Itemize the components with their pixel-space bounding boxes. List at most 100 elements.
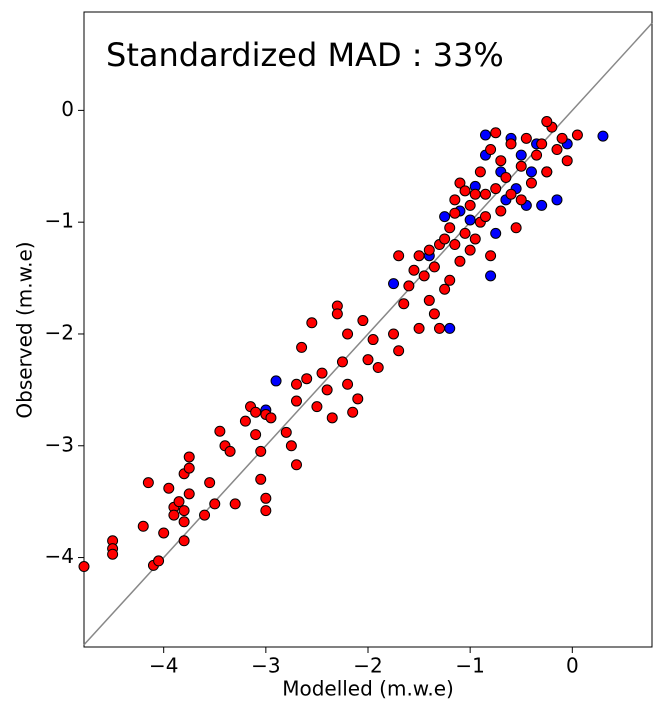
data-point xyxy=(561,155,573,167)
data-point xyxy=(142,477,154,489)
data-point xyxy=(388,278,400,290)
data-point xyxy=(469,188,481,200)
data-point xyxy=(495,155,507,167)
data-point xyxy=(515,160,527,172)
x-tick-label: 0 xyxy=(566,654,579,678)
data-point xyxy=(158,527,170,539)
x-tick-label: −2 xyxy=(353,654,382,678)
data-point xyxy=(423,244,435,256)
data-point xyxy=(439,211,451,223)
data-point xyxy=(464,214,476,226)
data-point xyxy=(541,166,553,178)
data-point xyxy=(495,205,507,217)
y-tick-label: −4 xyxy=(45,544,74,568)
data-point xyxy=(444,322,456,334)
data-point xyxy=(505,188,517,200)
data-point xyxy=(464,244,476,256)
data-point xyxy=(444,274,456,286)
data-point xyxy=(306,317,318,329)
data-point xyxy=(490,183,502,195)
data-point xyxy=(280,426,292,438)
data-point xyxy=(479,188,491,200)
data-point xyxy=(525,166,537,178)
data-point xyxy=(224,445,236,457)
data-point xyxy=(326,412,338,424)
data-point xyxy=(541,116,553,128)
data-point xyxy=(163,482,175,494)
data-point xyxy=(229,498,241,510)
data-point xyxy=(515,149,527,161)
data-point xyxy=(464,199,476,211)
data-point xyxy=(490,227,502,239)
data-point xyxy=(531,149,543,161)
data-point xyxy=(290,378,302,390)
data-point xyxy=(270,375,282,387)
data-point xyxy=(290,459,302,471)
data-point xyxy=(408,264,420,276)
data-point xyxy=(556,132,568,144)
data-point xyxy=(444,222,456,234)
data-point xyxy=(316,367,328,379)
x-tick-label: −3 xyxy=(251,654,280,678)
data-point xyxy=(336,356,348,368)
data-point xyxy=(485,270,497,282)
data-point xyxy=(505,138,517,150)
data-point xyxy=(536,138,548,150)
data-point xyxy=(168,509,180,521)
data-point xyxy=(439,283,451,295)
data-point xyxy=(362,354,374,366)
data-point xyxy=(474,166,486,178)
data-point xyxy=(551,144,563,156)
data-point xyxy=(78,561,90,573)
x-tick-label: −4 xyxy=(149,654,178,678)
y-tick-label: −1 xyxy=(45,209,74,233)
data-point xyxy=(500,171,512,183)
data-point xyxy=(214,425,226,437)
data-point xyxy=(413,250,425,262)
data-point xyxy=(428,308,440,320)
data-point xyxy=(321,384,333,396)
data-point xyxy=(260,492,272,504)
identity-line xyxy=(83,22,653,646)
data-point xyxy=(255,445,267,457)
data-point xyxy=(413,322,425,334)
data-point xyxy=(183,451,195,463)
data-point xyxy=(388,328,400,340)
data-point xyxy=(153,555,165,567)
data-point xyxy=(250,429,262,441)
data-point xyxy=(183,488,195,500)
data-point xyxy=(331,308,343,320)
data-point xyxy=(209,498,221,510)
data-point xyxy=(428,261,440,273)
data-point xyxy=(449,194,461,206)
data-point xyxy=(107,548,119,560)
data-point xyxy=(265,412,277,424)
y-axis-label: Observed (m.w.e) xyxy=(13,241,37,418)
data-point xyxy=(342,378,354,390)
data-point xyxy=(459,227,471,239)
data-point xyxy=(439,233,451,245)
data-point xyxy=(137,520,149,532)
data-point xyxy=(342,328,354,340)
data-point xyxy=(357,315,369,327)
data-point xyxy=(285,440,297,452)
data-point xyxy=(352,393,364,405)
data-point xyxy=(485,250,497,262)
data-point xyxy=(398,298,410,310)
data-point xyxy=(479,211,491,223)
data-point xyxy=(520,132,532,144)
data-point xyxy=(515,194,527,206)
data-point xyxy=(260,505,272,517)
data-point xyxy=(490,127,502,139)
data-point xyxy=(183,462,195,474)
data-point xyxy=(469,233,481,245)
data-point xyxy=(423,294,435,306)
data-point xyxy=(204,477,216,489)
data-point xyxy=(525,177,537,189)
data-point xyxy=(597,130,609,142)
data-point xyxy=(485,144,497,156)
data-point xyxy=(571,129,583,141)
data-point xyxy=(479,129,491,141)
data-point xyxy=(393,250,405,262)
